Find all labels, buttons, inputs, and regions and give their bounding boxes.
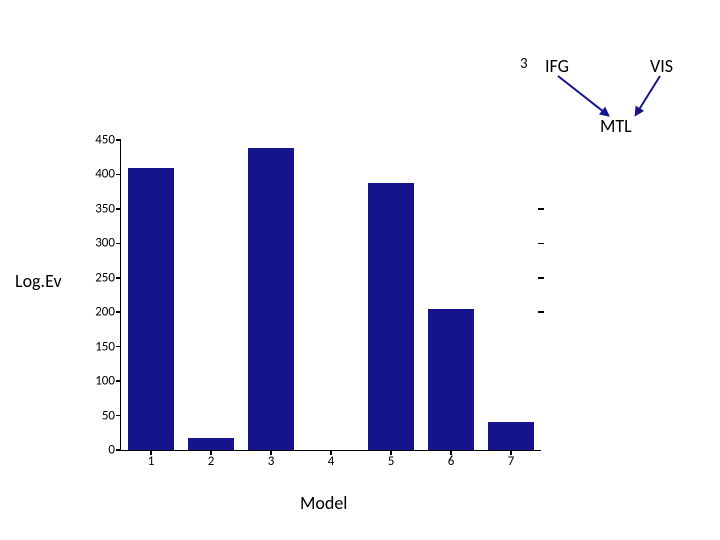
bar [188, 438, 235, 450]
y-tick-mark [116, 243, 121, 245]
x-tick-mark [150, 450, 152, 455]
x-tick-mark [270, 450, 272, 455]
y-tick-dash-right [538, 243, 544, 245]
x-axis-title: Model [300, 492, 347, 514]
bar [128, 168, 175, 450]
y-tick-dash-right [538, 277, 544, 279]
bar [368, 183, 415, 450]
figure-stage: { "diagram": { "num_label": "3", "node_i… [0, 0, 720, 540]
y-tick-mark [116, 277, 121, 279]
bar-chart: Log.Ev 050100150200250300350400450123456… [0, 0, 720, 540]
x-tick-mark [390, 450, 392, 455]
plot-area: 0501001502002503003504004501234567 [120, 140, 541, 451]
y-tick-dash-right [538, 311, 544, 313]
y-tick-mark [116, 174, 121, 176]
y-tick-mark [116, 208, 121, 210]
y-tick-dash-right [538, 208, 544, 210]
y-tick-mark [116, 449, 121, 451]
x-tick-mark [450, 450, 452, 455]
y-axis-title: Log.Ev [15, 270, 62, 292]
bar [488, 422, 535, 450]
y-tick-mark [116, 346, 121, 348]
y-tick-mark [116, 415, 121, 417]
y-tick-mark [116, 139, 121, 141]
x-tick-mark [210, 450, 212, 455]
bar [248, 148, 295, 450]
x-tick-mark [510, 450, 512, 455]
x-tick-mark [330, 450, 332, 455]
y-tick-mark [116, 380, 121, 382]
y-tick-mark [116, 311, 121, 313]
bar [428, 309, 475, 450]
